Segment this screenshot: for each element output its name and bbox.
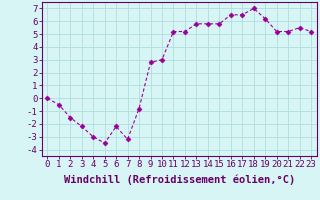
X-axis label: Windchill (Refroidissement éolien,°C): Windchill (Refroidissement éolien,°C): [64, 175, 295, 185]
